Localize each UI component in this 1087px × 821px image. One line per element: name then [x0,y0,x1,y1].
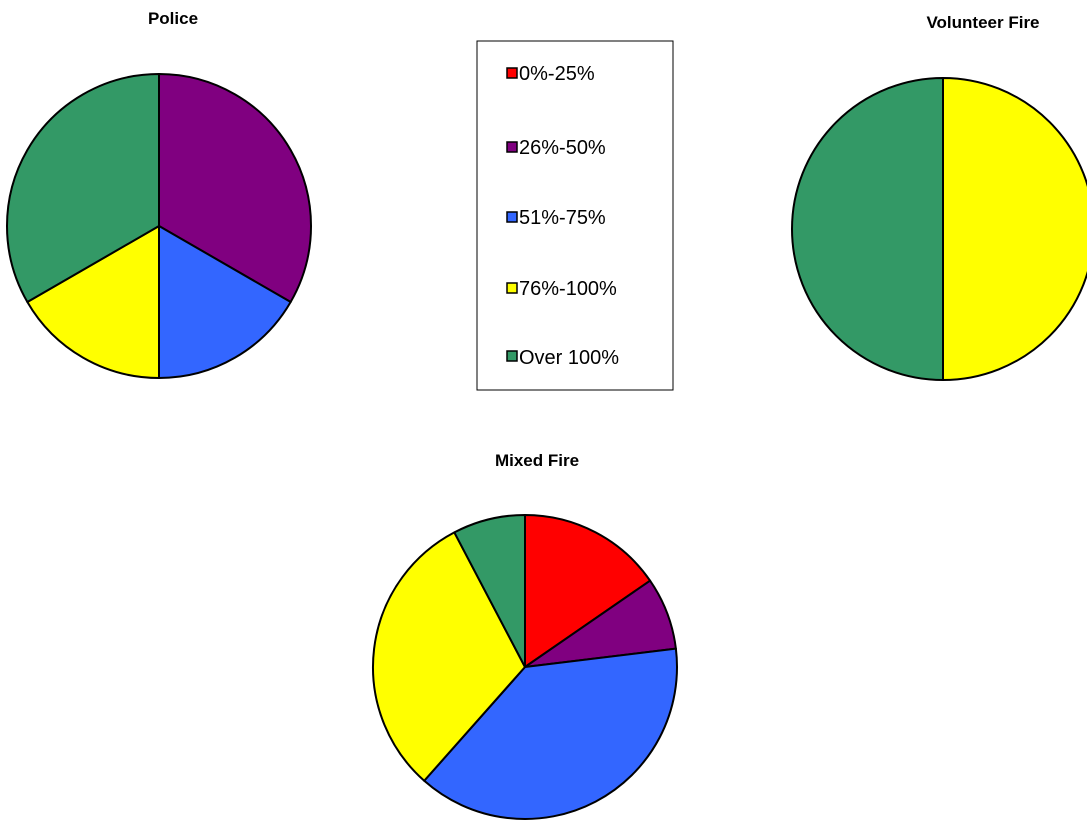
legend-label: 0%-25% [519,63,595,85]
legend: 0%-25% 26%-50% 51%-75% 76%-100% Over 100… [476,40,674,391]
police-chart-title: Police [148,9,198,28]
mixed-fire-pie-chart: Mixed Fire [372,451,678,820]
legend-item: 51%-75% [506,207,606,229]
pie-slice-76-100 [372,531,526,782]
mixed-fire-chart-title: Mixed Fire [495,451,579,470]
legend-swatch [506,282,518,294]
pie-slice-76-100 [26,225,160,379]
legend-label: Over 100% [519,347,619,369]
pie-slice-over-100 [6,73,160,303]
pie-slice-0-25 [524,514,652,668]
police-pie-chart: Police [6,9,312,379]
legend-swatch [506,67,518,79]
legend-swatch [506,141,518,153]
pie-slice-76-100 [942,77,1087,381]
legend-label: 76%-100% [519,278,617,300]
legend-item: 0%-25% [506,63,595,85]
pie-slice-over-100 [453,514,526,668]
legend-item: 76%-100% [506,278,617,300]
legend-label: 51%-75% [519,207,606,229]
pie-slice-51-75 [158,225,292,379]
pie-slice-over-100 [791,77,944,381]
legend-swatch [506,350,518,362]
volunteer-fire-chart-title: Volunteer Fire [926,13,1039,32]
legend-item: 26%-50% [506,137,606,159]
pie-slice-26-50 [158,73,312,303]
pie-slice-51-75 [423,647,678,820]
volunteer-fire-pie-chart: Volunteer Fire [791,13,1087,381]
legend-label: 26%-50% [519,137,606,159]
legend-item: Over 100% [506,347,619,369]
legend-swatch [506,211,518,223]
